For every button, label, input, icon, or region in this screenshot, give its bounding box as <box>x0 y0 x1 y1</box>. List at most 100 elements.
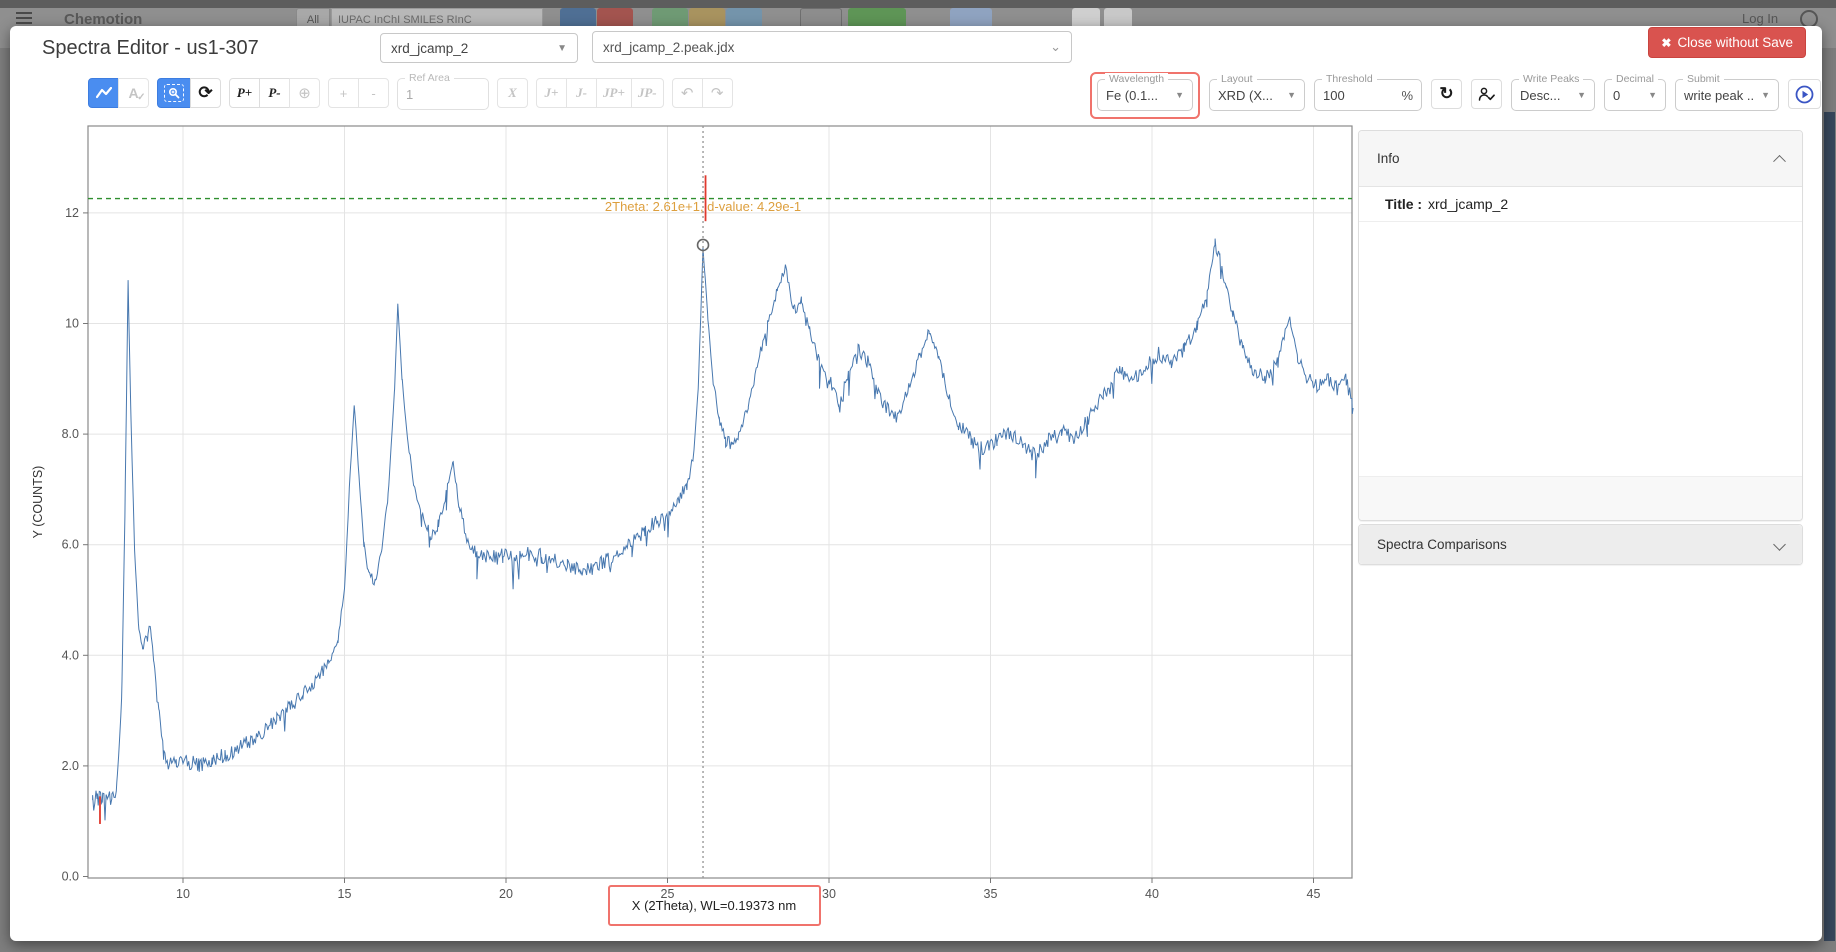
pin-peak-button[interactable]: ⊕ <box>289 78 320 108</box>
undo-button[interactable]: ↶ <box>671 78 703 108</box>
auto-peak-pick-button[interactable] <box>1471 79 1502 109</box>
title-label: Title : <box>1385 196 1423 212</box>
background-top-strip <box>0 0 1836 8</box>
layout-label: Layout <box>1217 73 1257 85</box>
line-mode-button[interactable] <box>88 78 119 108</box>
x-mode-button[interactable]: X <box>497 78 528 108</box>
peak-remove-label: P- <box>268 85 281 100</box>
person-check-icon <box>1478 87 1495 101</box>
y-tick-label: 0.0 <box>62 870 79 884</box>
jp-remove-button[interactable]: JP- <box>630 78 664 108</box>
ref-area-field[interactable]: Ref Area <box>397 72 489 110</box>
y-tick-label: 8.0 <box>62 427 79 441</box>
layout-select[interactable]: Layout XRD (X... ▼ <box>1209 73 1305 111</box>
anno-mode-button[interactable]: A ✓ <box>118 78 149 108</box>
refresh-button[interactable]: ↻ <box>1431 79 1462 109</box>
peak-annotation: 2Theta: 2.61e+1, d-value: 4.29e-1 <box>605 199 801 214</box>
peak-add-label: P+ <box>236 85 253 100</box>
peak-file-select-value: xrd_jcamp_2.peak.jdx <box>603 39 735 55</box>
submit-label: Submit <box>1683 73 1724 85</box>
chevron-down-icon: ▼ <box>1175 90 1184 100</box>
spectrum-chart[interactable]: 10 15 20 25 30 35 40 45 0.0 2.0 4.0 6.0 8.0 10 12 Y (CO… <box>28 116 1368 930</box>
peak-add-button[interactable]: P+ <box>229 78 260 108</box>
chevron-down-icon: ▼ <box>1287 90 1296 100</box>
wavelength-value: Fe (0.1... <box>1106 87 1159 103</box>
increase-button[interactable]: + <box>328 78 359 108</box>
chevron-down-icon: ⌄ <box>1050 39 1061 54</box>
y-tick-label: 2.0 <box>62 759 79 773</box>
x-tick-label: 40 <box>1145 887 1159 901</box>
submit-value: write peak ... <box>1684 87 1756 103</box>
jp-add-label: JP+ <box>603 85 625 100</box>
chevron-down-icon <box>1773 538 1786 551</box>
y-axis-title: Y (COUNTS) <box>31 466 45 539</box>
line-chart-icon <box>95 87 112 99</box>
plot-border <box>87 125 1353 879</box>
pin-plus-icon: ⊕ <box>298 85 311 102</box>
close-button-label: Close without Save <box>1677 35 1793 50</box>
y-tick-label: 4.0 <box>62 648 79 662</box>
y-tick-label: 12 <box>65 206 79 220</box>
ref-area-label: Ref Area <box>405 72 454 84</box>
x-mode-label: X <box>508 85 517 100</box>
x-axis-title: X (2Theta), WL=0.19373 nm <box>632 898 796 913</box>
y-tick-label: 10 <box>65 317 79 331</box>
layout-value: XRD (X... <box>1218 87 1273 103</box>
decrease-button[interactable]: - <box>358 78 389 108</box>
threshold-unit: % <box>1401 87 1413 103</box>
jp-add-button[interactable]: JP+ <box>596 78 632 108</box>
title-value: xrd_jcamp_2 <box>1427 196 1509 212</box>
refresh-icon: ↻ <box>1439 84 1454 103</box>
spectra-comparisons-header[interactable]: Spectra Comparisons <box>1359 525 1802 564</box>
write-peaks-select[interactable]: Write Peaks Desc... ▼ <box>1511 73 1595 111</box>
threshold-input[interactable] <box>1323 87 1371 103</box>
spectra-editor-modal: Spectra Editor - us1-307 xrd_jcamp_2 ▼ x… <box>10 26 1822 941</box>
decimal-label: Decimal <box>1612 73 1658 85</box>
j-add-label: J+ <box>544 85 559 100</box>
submit-select[interactable]: Submit write peak ... ▼ <box>1675 73 1779 111</box>
zoom-select-button[interactable] <box>157 78 191 108</box>
zoom-reset-icon: ⟳ <box>198 83 213 102</box>
j-remove-label: J- <box>576 85 587 100</box>
spectrum-trace[interactable] <box>92 238 1354 821</box>
dataset-select[interactable]: xrd_jcamp_2 ▼ <box>380 33 578 63</box>
x-tick-label: 25 <box>661 887 675 901</box>
submit-toolbar: Wavelength Fe (0.1... ▼ Layout XRD (X...… <box>1090 72 1821 119</box>
zoom-reset-button[interactable]: ⟳ <box>190 78 221 108</box>
chevron-down-icon: ▼ <box>1761 90 1770 100</box>
login-link: Log In <box>1742 11 1779 26</box>
peak-remove-button[interactable]: P- <box>259 78 290 108</box>
chevron-up-icon <box>1773 154 1786 168</box>
dataset-select-value: xrd_jcamp_2 <box>391 40 469 56</box>
x-tick-label: 10 <box>176 887 190 901</box>
chevron-down-icon: ▼ <box>557 42 567 54</box>
y-tick-label: 6.0 <box>62 538 79 552</box>
info-card: Info Title : xrd_jcamp_2 <box>1358 130 1803 521</box>
ref-area-input[interactable] <box>406 86 480 102</box>
submit-run-button[interactable] <box>1788 79 1821 109</box>
redo-button[interactable]: ↷ <box>701 78 733 108</box>
x-tick-label: 15 <box>338 887 352 901</box>
close-without-save-button[interactable]: ✖ Close without Save <box>1648 27 1806 58</box>
j-add-button[interactable]: J+ <box>536 78 567 108</box>
wavelength-highlight-box: Wavelength Fe (0.1... ▼ <box>1090 72 1200 119</box>
threshold-field[interactable]: Threshold % <box>1314 73 1422 111</box>
chevron-down-icon: ▼ <box>1577 90 1586 100</box>
undo-icon: ↶ <box>680 85 694 102</box>
close-icon: ✖ <box>1661 35 1672 50</box>
modal-title: Spectra Editor - us1-307 <box>42 37 259 59</box>
x-tick-label: 45 <box>1307 887 1321 901</box>
chart-toolbar: A ✓ ⟳ P+ P- ⊕ + - Ref Area <box>88 72 733 110</box>
info-header-label: Info <box>1377 151 1400 166</box>
peak-marker-handle[interactable] <box>696 238 710 252</box>
decimal-select[interactable]: Decimal 0 ▼ <box>1604 73 1666 111</box>
peak-file-select[interactable]: xrd_jcamp_2.peak.jdx ⌄ <box>592 31 1072 63</box>
wavelength-label: Wavelength <box>1105 73 1169 85</box>
info-accordion-header[interactable]: Info <box>1359 131 1802 187</box>
write-peaks-value: Desc... <box>1520 87 1561 103</box>
hamburger-icon <box>16 12 32 24</box>
x-tick-label: 20 <box>499 887 513 901</box>
wavelength-select[interactable]: Wavelength Fe (0.1... ▼ <box>1097 73 1193 111</box>
info-body <box>1359 222 1802 476</box>
j-remove-button[interactable]: J- <box>566 78 597 108</box>
